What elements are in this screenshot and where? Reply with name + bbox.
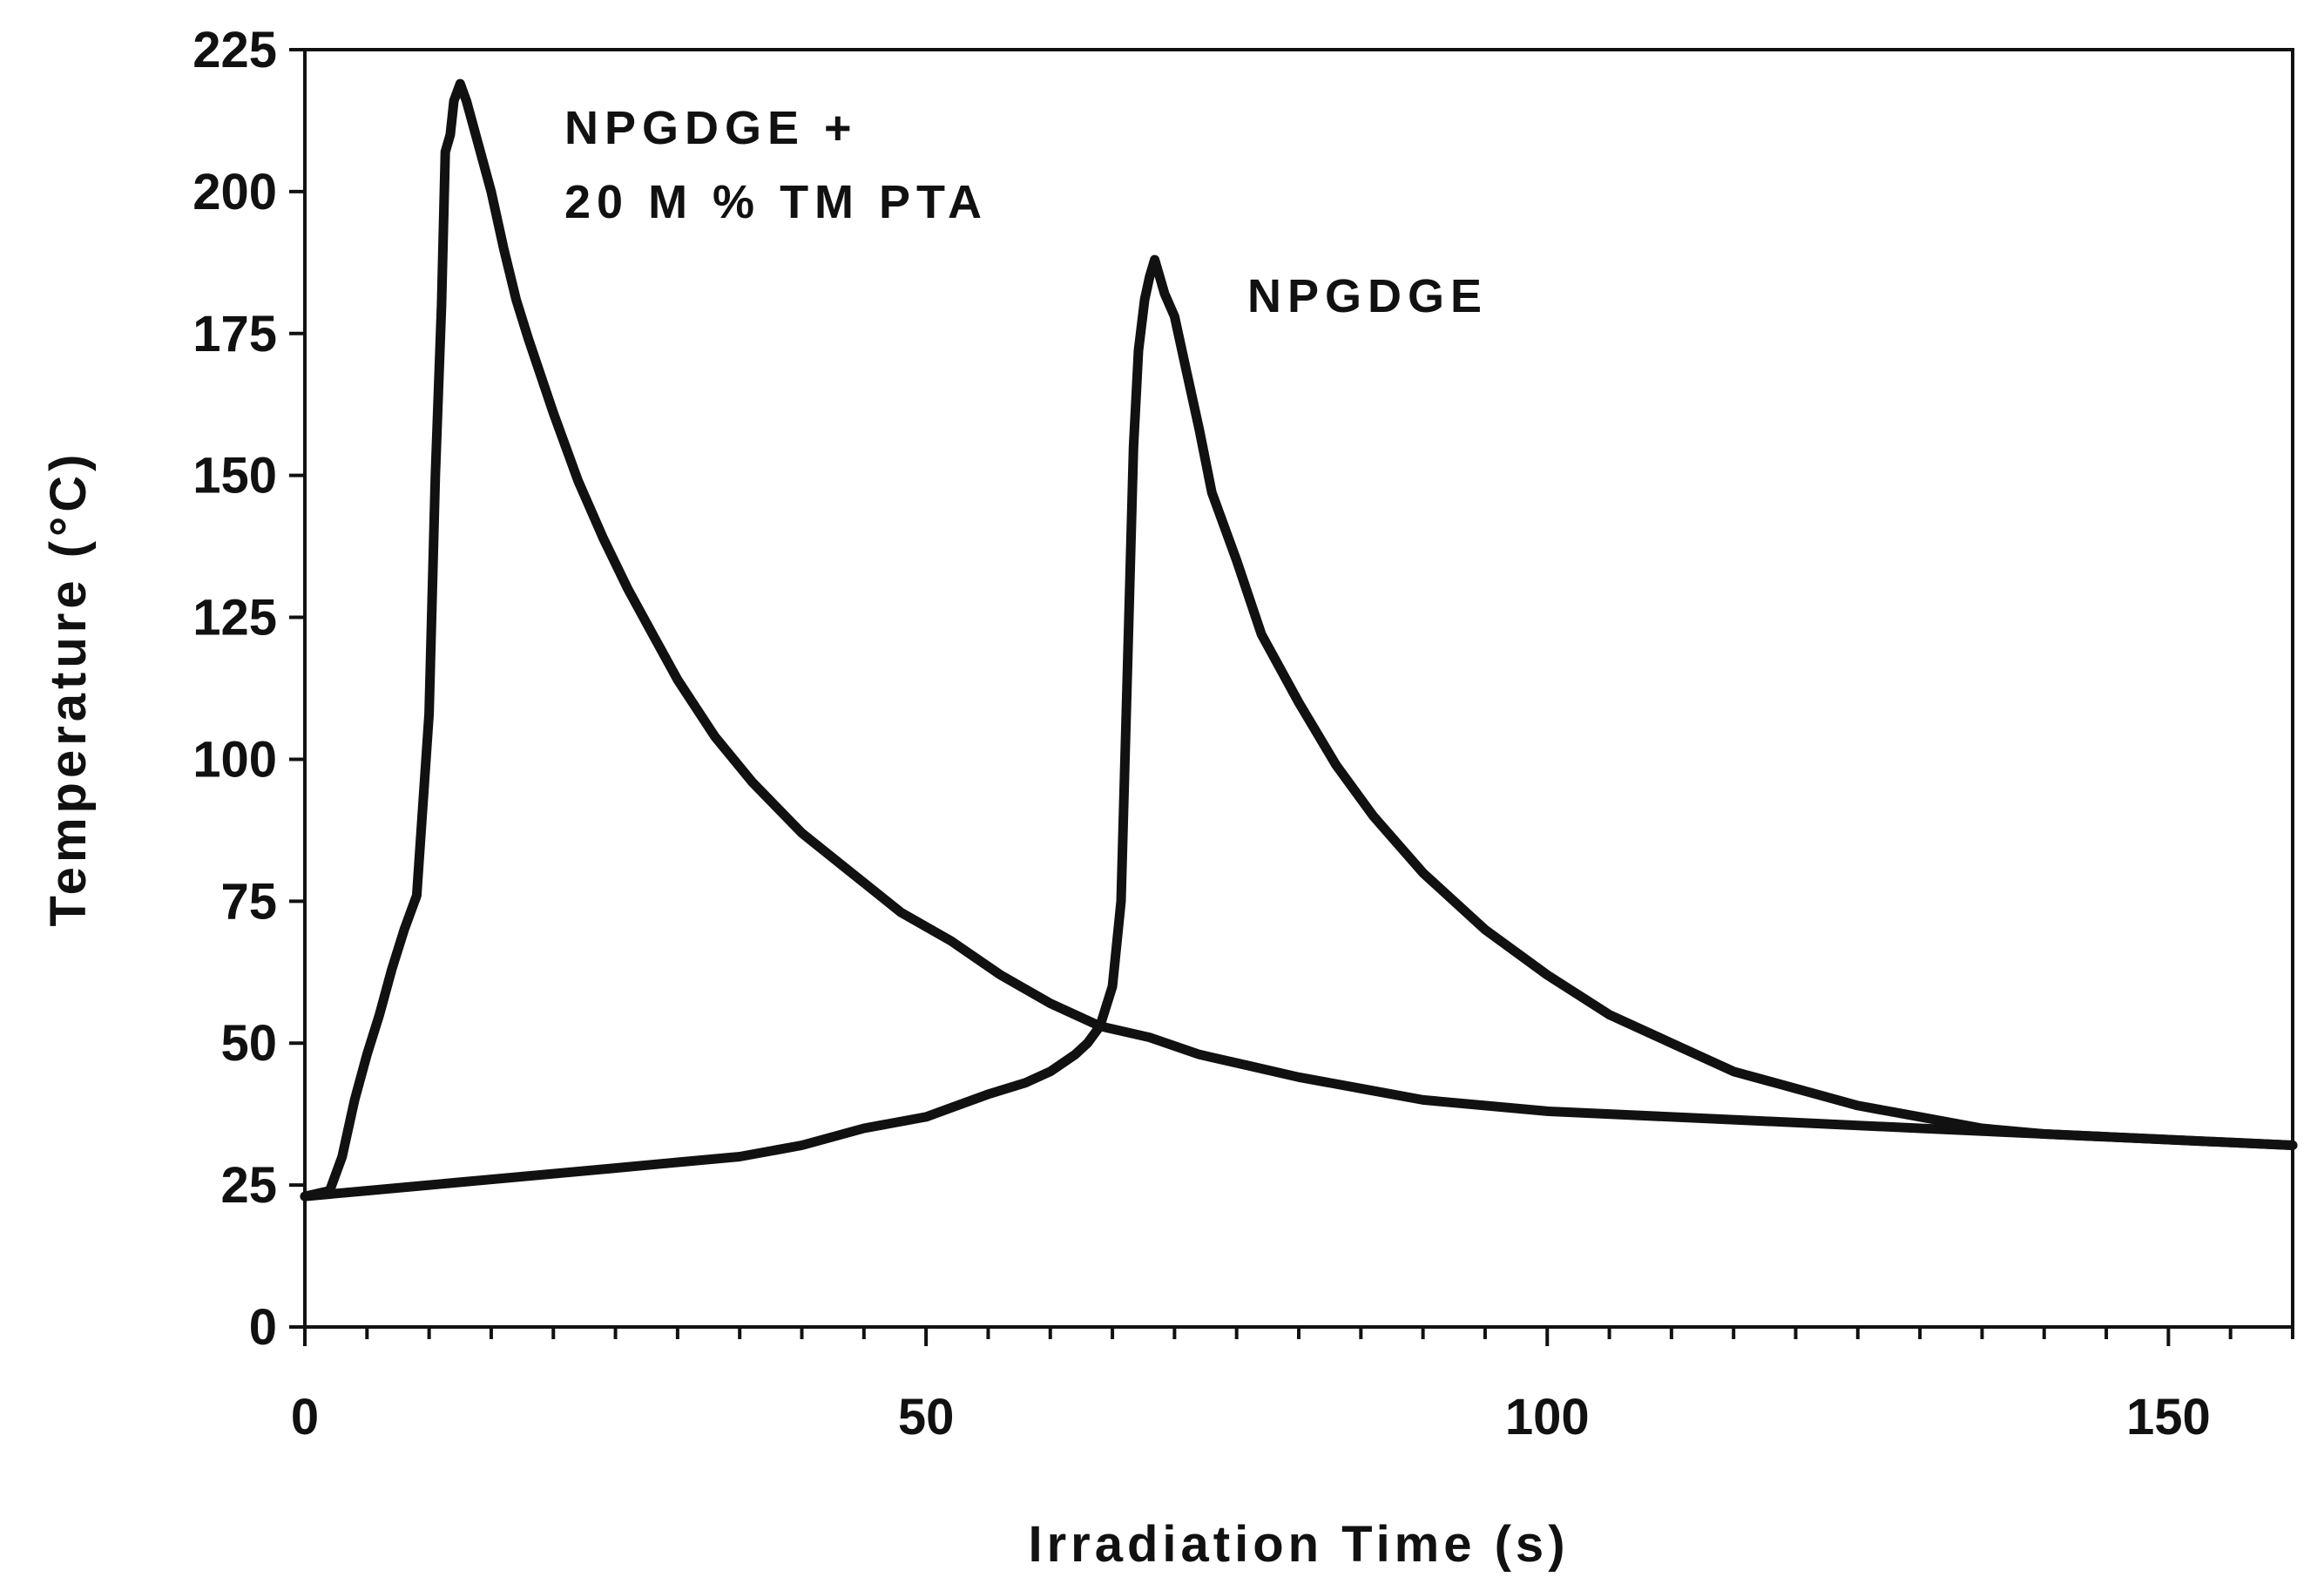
x-tick-label: 100 (1505, 1389, 1590, 1445)
y-tick-label: 200 (193, 164, 277, 220)
y-tick-label: 25 (220, 1157, 277, 1214)
series-annotation-label: NPGDGE (1247, 270, 1488, 322)
y-axis-title: Temperature (°C) (40, 450, 97, 927)
series-line-1 (300, 78, 2298, 1202)
y-tick-label: 100 (193, 731, 277, 788)
y-tick-label: 50 (220, 1015, 277, 1072)
y-tick-label: 175 (193, 306, 277, 362)
x-tick-label: 50 (898, 1389, 955, 1445)
y-tick-label: 225 (193, 22, 277, 78)
y-tick-label: 0 (249, 1299, 277, 1356)
series-annotation-label: 20 M % TM PTA (564, 176, 988, 228)
y-tick-label: 125 (193, 590, 277, 646)
x-axis-title: Irradiation Time (s) (1028, 1516, 1569, 1573)
series-line-2 (300, 254, 2298, 1202)
y-tick-label: 75 (220, 873, 277, 930)
x-tick-label: 0 (291, 1389, 319, 1445)
y-tick-label: 150 (193, 448, 277, 504)
x-tick-label: 150 (2126, 1389, 2211, 1445)
series-annotation-label: NPGDGE + (564, 102, 858, 154)
